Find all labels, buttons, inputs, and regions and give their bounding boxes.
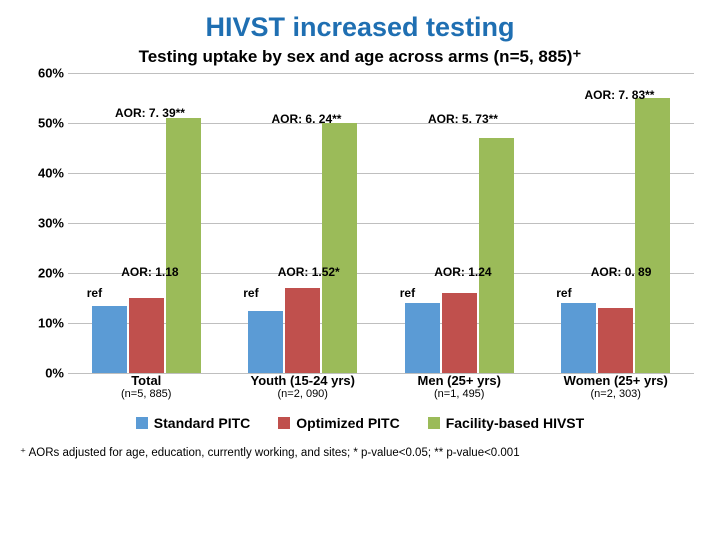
x-label: Youth (15-24 yrs)(n=2, 090) <box>225 373 382 403</box>
x-label: Men (25+ yrs)(n=1, 495) <box>381 373 538 403</box>
y-tick-label: 60% <box>38 66 64 81</box>
annotation-label: AOR: 7. 39** <box>115 106 185 120</box>
legend-item: Facility-based HIVST <box>428 415 584 431</box>
bar-group: ref AOR: 1.24 AOR: 5. 73** <box>381 73 538 373</box>
y-tick-label: 0% <box>45 366 64 381</box>
slide-subtitle: Testing uptake by sex and age across arm… <box>20 47 700 67</box>
bar <box>598 308 633 373</box>
bar-set <box>553 73 678 373</box>
annotation-label: AOR: 1.24 <box>434 265 491 279</box>
annotation-label: ref <box>400 286 415 300</box>
legend-swatch <box>278 417 290 429</box>
bar <box>635 98 670 373</box>
y-tick-label: 30% <box>38 216 64 231</box>
x-label-main: Youth (15-24 yrs) <box>225 373 382 388</box>
plot-area: ref AOR: 1.18 AOR: 7. 39** ref AOR: 1.52* AOR… <box>68 73 694 373</box>
bar <box>92 306 127 374</box>
bar <box>322 123 357 373</box>
y-tick-label: 50% <box>38 116 64 131</box>
bar <box>285 288 320 373</box>
bar <box>166 118 201 373</box>
bar <box>479 138 514 373</box>
y-tick-label: 10% <box>38 316 64 331</box>
annotation-label: ref <box>87 286 102 300</box>
chart: 0%10%20%30%40%50%60% refAOR: 1.18AOR: 7.… <box>20 73 700 403</box>
x-label-sub: (n=2, 303) <box>538 388 695 400</box>
bar <box>561 303 596 373</box>
bar-group: ref AOR: 1.52* AOR: 6. 24** <box>225 73 382 373</box>
legend-item: Standard PITC <box>136 415 250 431</box>
annotation-label: AOR: 6. 24** <box>271 112 341 126</box>
x-label: Women (25+ yrs)(n=2, 303) <box>538 373 695 403</box>
footnote: ⁺ AORs adjusted for age, education, curr… <box>20 445 700 459</box>
y-tick-label: 20% <box>38 266 64 281</box>
legend-swatch <box>136 417 148 429</box>
legend-swatch <box>428 417 440 429</box>
slide-root: { "title": { "text": "HIVST increased te… <box>0 0 720 540</box>
bar <box>405 303 440 373</box>
legend: Standard PITC Optimized PITC Facility-base… <box>20 415 700 431</box>
x-label: Total(n=5, 885) <box>68 373 225 403</box>
x-label-sub: (n=5, 885) <box>68 388 225 400</box>
legend-label: Optimized PITC <box>296 415 399 431</box>
bar <box>129 298 164 373</box>
annotation-label: AOR: 5. 73** <box>428 112 498 126</box>
x-label-sub: (n=2, 090) <box>225 388 382 400</box>
x-label-sub: (n=1, 495) <box>381 388 538 400</box>
annotation-label: AOR: 0. 89 <box>591 265 652 279</box>
annotation-label: ref <box>556 286 571 300</box>
x-label-main: Total <box>68 373 225 388</box>
x-label-main: Men (25+ yrs) <box>381 373 538 388</box>
bar <box>442 293 477 373</box>
bar <box>248 311 283 374</box>
legend-label: Standard PITC <box>154 415 250 431</box>
x-label-main: Women (25+ yrs) <box>538 373 695 388</box>
legend-label: Facility-based HIVST <box>446 415 584 431</box>
legend-item: Optimized PITC <box>278 415 399 431</box>
x-axis: Total(n=5, 885)Youth (15-24 yrs)(n=2, 09… <box>68 373 694 403</box>
annotation-label: ref <box>243 286 258 300</box>
bar-group: ref AOR: 0. 89 AOR: 7. 83** <box>538 73 695 373</box>
annotation-label: AOR: 7. 83** <box>584 88 654 102</box>
annotation-label: AOR: 1.18 <box>121 265 178 279</box>
y-tick-label: 40% <box>38 166 64 181</box>
y-axis: 0%10%20%30%40%50%60% <box>20 73 68 373</box>
bar-group: ref AOR: 1.18 AOR: 7. 39** <box>68 73 225 373</box>
bar-groups: ref AOR: 1.18 AOR: 7. 39** ref AOR: 1.52* AOR… <box>68 73 694 373</box>
slide-title: HIVST increased testing <box>20 12 700 43</box>
annotation-label: AOR: 1.52* <box>278 265 340 279</box>
